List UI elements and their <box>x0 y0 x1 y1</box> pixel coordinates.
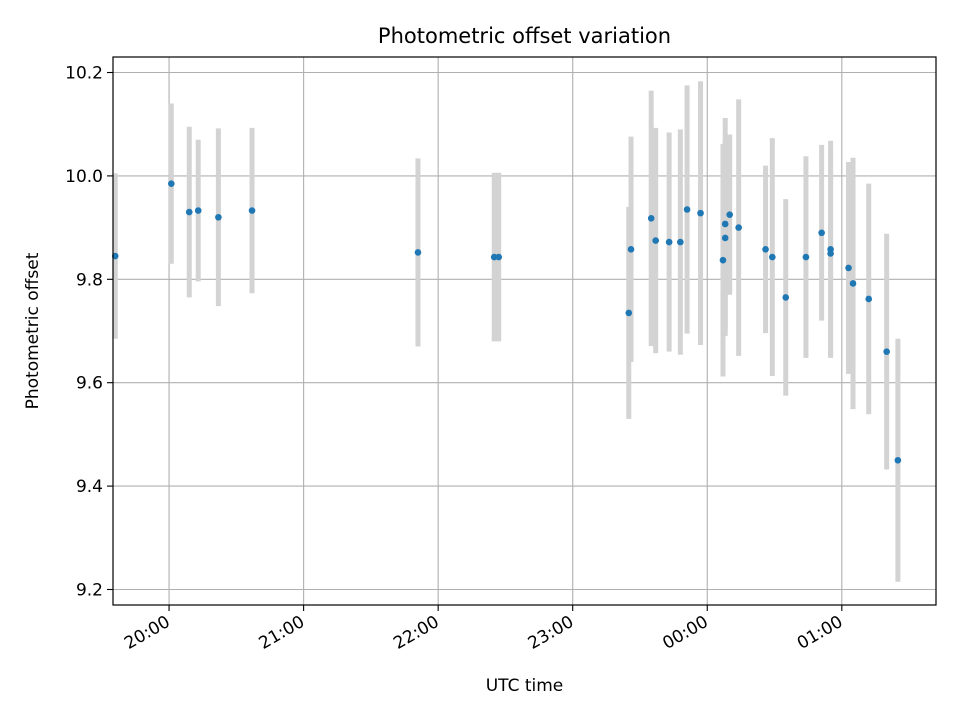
data-point <box>894 456 902 464</box>
data-point <box>818 229 825 237</box>
tick-layer: 20:00 21:00 22:00 23:00 00:00 01:009.29.49.69… <box>65 64 846 654</box>
data-point <box>683 206 691 213</box>
y-tick-label: 9.8 <box>76 270 103 290</box>
data-point <box>782 294 790 301</box>
point-layer <box>111 180 902 464</box>
chart-title: Photometric offset variation <box>378 24 671 48</box>
data-point <box>719 256 727 264</box>
data-point <box>168 180 175 187</box>
y-axis-label: Photometric offset <box>23 252 43 409</box>
data-point <box>414 249 422 256</box>
x-axis-label: UTC time <box>486 676 564 696</box>
data-point <box>726 211 733 218</box>
data-point <box>697 209 704 217</box>
data-point <box>248 207 256 214</box>
data-point <box>665 238 673 246</box>
y-tick-label: 10.2 <box>65 64 103 84</box>
data-point <box>845 264 852 272</box>
data-point <box>762 246 769 253</box>
data-point <box>721 234 729 242</box>
data-point <box>652 237 659 244</box>
data-point <box>802 253 810 261</box>
data-point <box>495 253 503 261</box>
data-point <box>865 295 873 303</box>
data-point <box>194 207 202 214</box>
data-point <box>721 220 729 228</box>
data-point <box>883 348 890 355</box>
data-point <box>768 253 776 261</box>
y-tick-label: 9.4 <box>76 477 103 497</box>
data-point <box>627 246 635 253</box>
data-point <box>735 224 742 231</box>
data-point <box>185 208 193 216</box>
data-point <box>647 214 655 222</box>
y-tick-label: 9.2 <box>76 580 103 600</box>
data-point <box>849 280 857 287</box>
data-point <box>215 213 222 221</box>
plot-frame <box>112 56 937 606</box>
data-point <box>625 309 633 317</box>
y-tick-label: 10.0 <box>65 167 103 187</box>
data-point <box>677 238 684 246</box>
y-tick-label: 9.6 <box>76 374 103 394</box>
data-point <box>827 250 834 257</box>
